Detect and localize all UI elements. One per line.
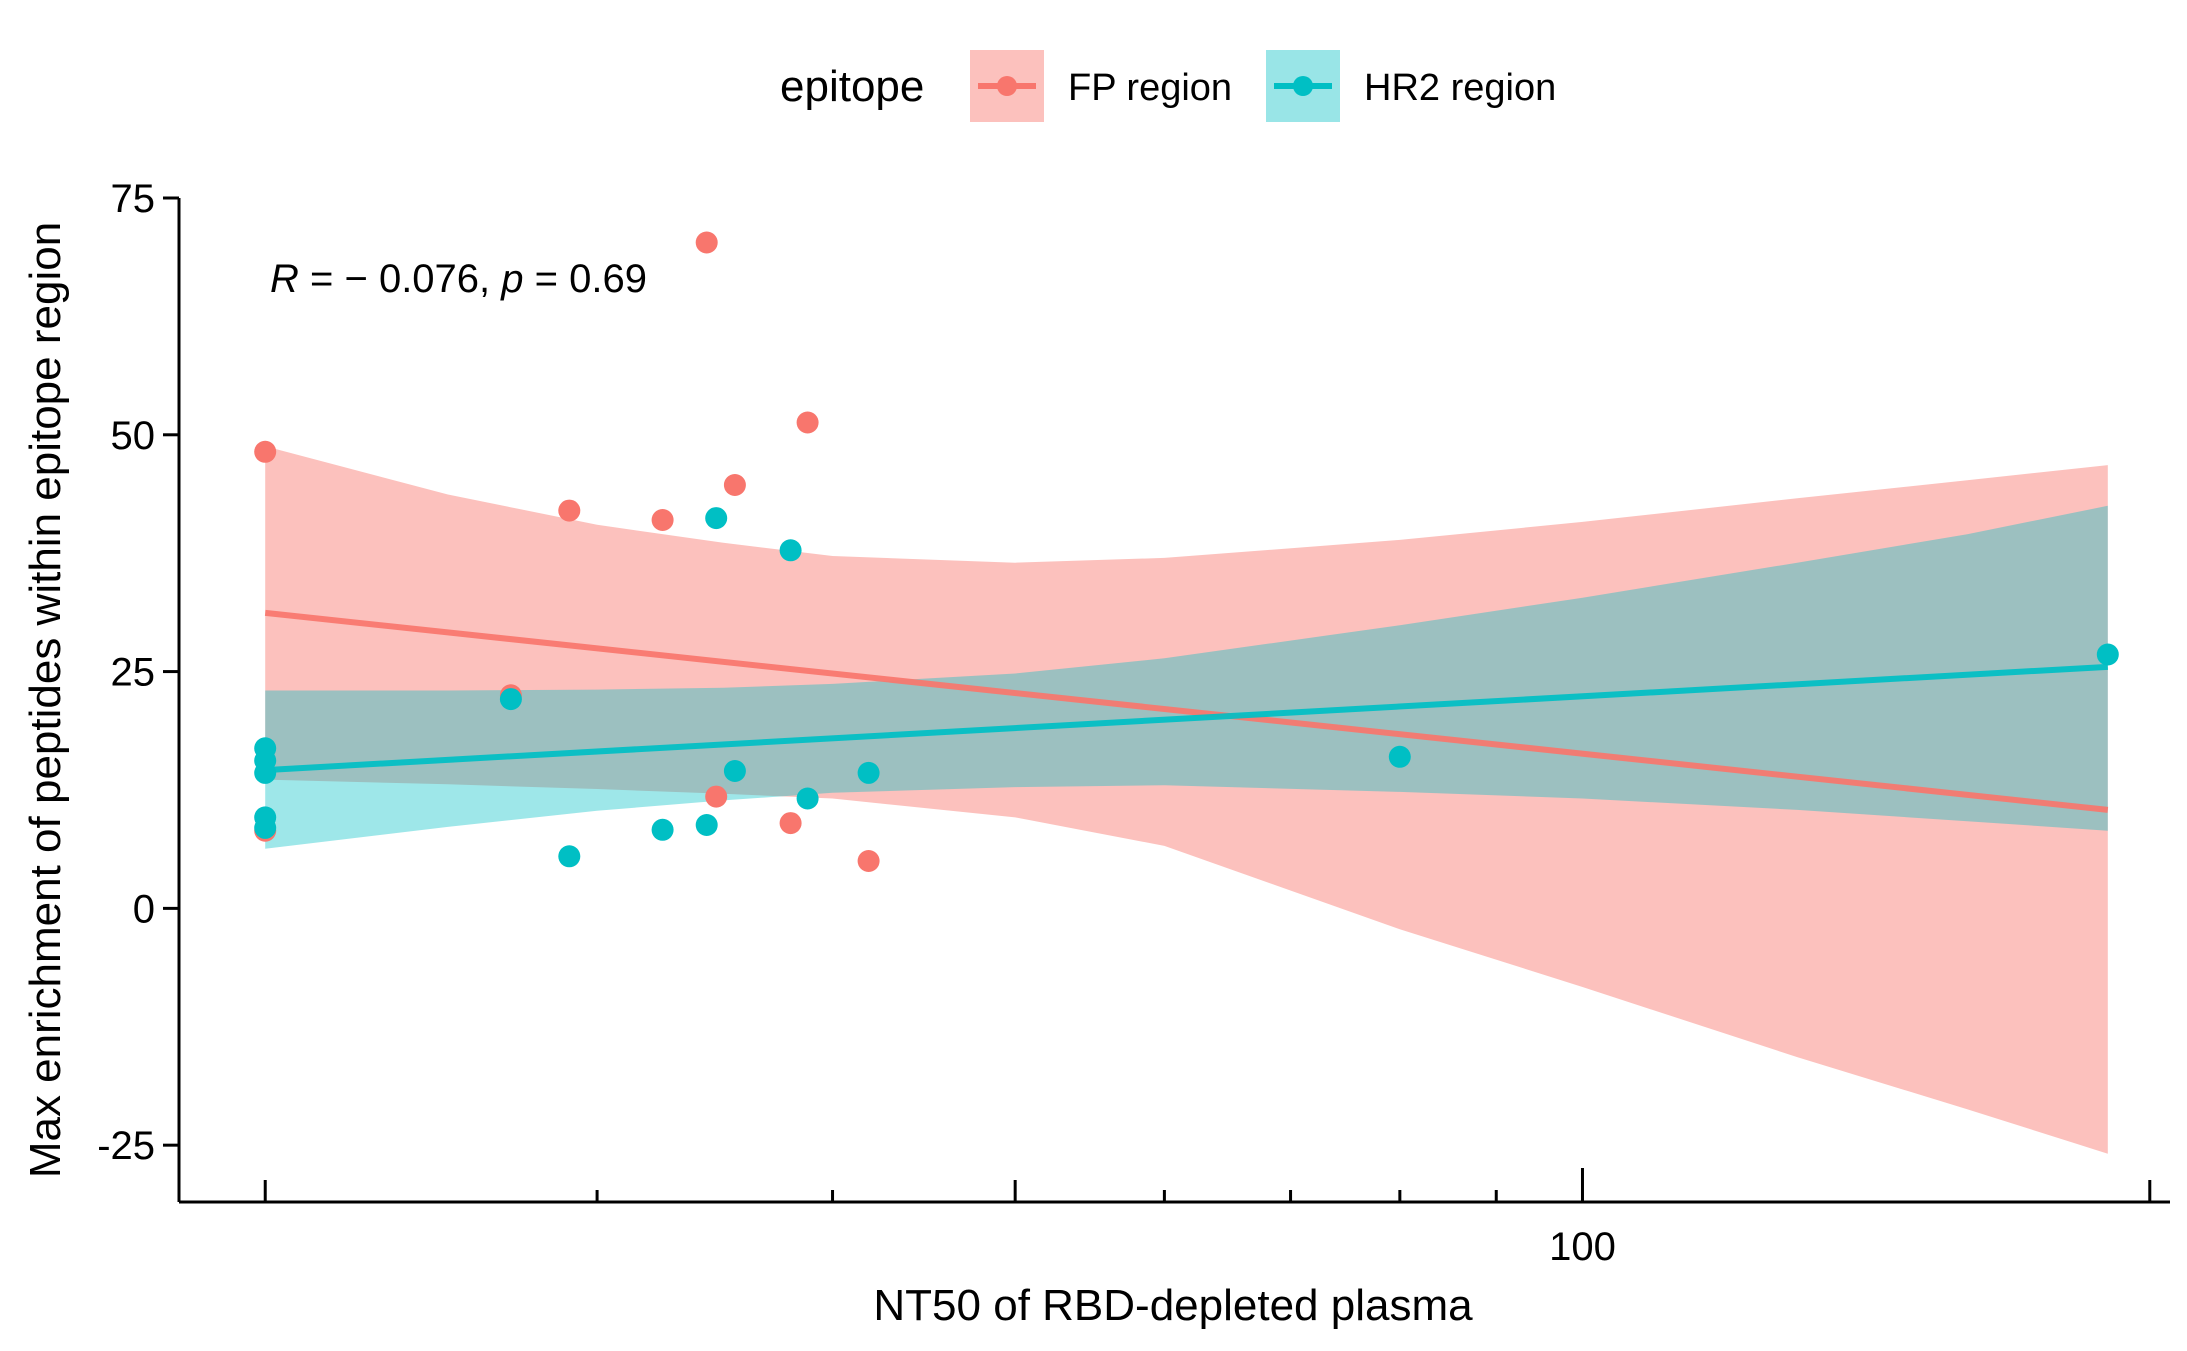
x-tick-label: 100 — [1549, 1225, 1616, 1269]
x-axis-ticks: 100 — [263, 1168, 2152, 1269]
legend: epitope FP region HR2 region — [780, 50, 1556, 122]
y-axis-ticks: -25 0 25 50 75 — [97, 177, 179, 1168]
correlation-annotation: R = − 0.076, p = 0.69 — [270, 257, 647, 301]
point-fp-region — [779, 812, 802, 835]
data-points — [254, 231, 2119, 872]
annotation-r-value: = − 0.076, — [299, 257, 501, 301]
point-fp-region — [796, 411, 819, 434]
point-hr2-region — [779, 539, 802, 562]
y-tick-label: 0 — [133, 887, 155, 931]
annotation-p-value: = 0.69 — [524, 257, 647, 301]
annotation-r-label: R — [270, 257, 299, 301]
point-hr2-region — [2096, 643, 2119, 666]
y-tick-label: 25 — [111, 651, 156, 695]
x-axis-title: NT50 of RBD-depleted plasma — [873, 1281, 1473, 1330]
point-hr2-region — [695, 814, 718, 836]
point-fp-region — [723, 474, 746, 496]
point-hr2-region — [558, 845, 581, 868]
point-fp-region — [558, 499, 581, 522]
point-hr2-region — [723, 760, 746, 782]
legend-label-hr2-region: HR2 region — [1364, 67, 1556, 109]
point-fp-region — [705, 785, 728, 808]
point-hr2-region — [254, 816, 277, 839]
fit-line-fp-region — [264, 609, 2109, 813]
legend-key-fp-region — [970, 50, 1044, 122]
point-hr2-region — [499, 688, 522, 711]
y-axis-title: Max enrichment of peptides within epitop… — [21, 222, 70, 1178]
point-fp-region — [254, 440, 277, 463]
y-tick-label: -25 — [97, 1124, 155, 1168]
point-hr2-region — [796, 787, 819, 810]
y-tick-label: 50 — [111, 414, 156, 458]
annotation-p-label: p — [500, 257, 523, 301]
confidence-ribbons — [265, 446, 2108, 1154]
point-hr2-region — [254, 761, 277, 784]
legend-label-fp-region: FP region — [1068, 67, 1232, 109]
fit-line-hr2-region — [265, 663, 2108, 774]
point-hr2-region — [857, 761, 880, 784]
point-fp-region — [695, 231, 718, 254]
ribbon-fp-region — [265, 446, 2108, 1154]
point-fp-region — [857, 850, 880, 872]
point-hr2-region — [705, 507, 728, 530]
legend-title: epitope — [780, 62, 924, 111]
y-tick-label: 75 — [111, 177, 156, 221]
point-hr2-region — [651, 818, 674, 841]
point-hr2-region — [1388, 745, 1411, 768]
axes — [177, 198, 2170, 1204]
regression-lines — [264, 609, 2109, 813]
point-fp-region — [651, 509, 674, 531]
legend-key-hr2-region — [1266, 50, 1340, 122]
